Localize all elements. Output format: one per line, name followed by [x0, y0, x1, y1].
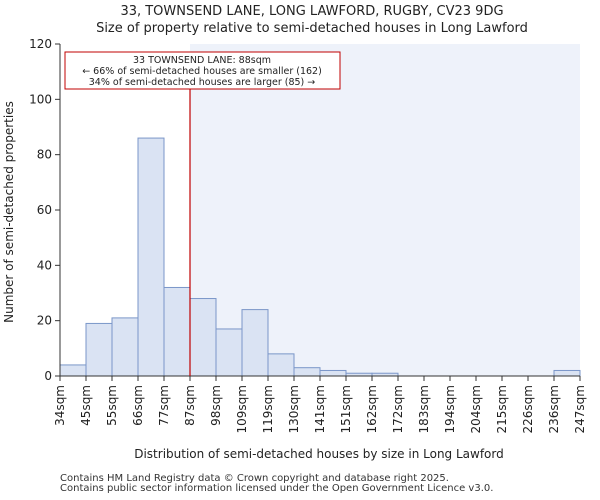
x-tick-label: 194sqm — [443, 385, 457, 433]
y-tick-label: 0 — [44, 369, 52, 383]
x-tick-label: 34sqm — [53, 385, 67, 426]
y-tick-label: 20 — [37, 314, 52, 328]
x-axis: 34sqm 45sqm 55sqm 66sqm 77sqm 87sqm 98sqm 109sq… — [53, 376, 587, 433]
x-tick-label: 172sqm — [391, 385, 405, 433]
y-tick-label: 100 — [29, 92, 52, 106]
x-tick-label: 141sqm — [313, 385, 327, 433]
bar-98sqm — [215, 328, 243, 377]
y-tick-label: 80 — [37, 148, 52, 162]
annotation-line-2: ← 66% of semi-detached houses are smalle… — [82, 66, 322, 77]
footer-line-1: Contains HM Land Registry data © Crown c… — [60, 473, 449, 484]
x-tick-label: 151sqm — [339, 385, 353, 433]
x-tick-label: 204sqm — [469, 385, 483, 433]
bar-45sqm — [85, 322, 113, 377]
bars — [59, 137, 581, 377]
chart: 33, TOWNSEND LANE, LONG LAWFORD, RUGBY, … — [2, 4, 587, 461]
y-tick-label: 60 — [37, 203, 52, 217]
x-axis-label: Distribution of semi-detached houses by … — [134, 447, 504, 461]
bar-77sqm — [163, 286, 191, 377]
annotation-box: 33 TOWNSEND LANE: 88sqm ← 66% of semi-de… — [64, 51, 341, 90]
x-tick-label: 162sqm — [365, 385, 379, 433]
x-tick-label: 66sqm — [131, 385, 145, 426]
x-tick-label: 130sqm — [287, 385, 301, 433]
x-tick-label: 215sqm — [495, 385, 509, 433]
x-tick-label: 236sqm — [547, 385, 561, 433]
x-tick-label: 77sqm — [157, 385, 171, 426]
bar-87sqm — [189, 298, 217, 377]
y-axis: 0 20 40 60 80 100 120 — [29, 37, 60, 383]
annotation-line-1: 33 TOWNSEND LANE: 88sqm — [133, 55, 271, 66]
bar-109sqm — [241, 309, 269, 377]
bar-236sqm — [553, 369, 581, 377]
x-tick-label: 98sqm — [209, 385, 223, 426]
chart-title: 33, TOWNSEND LANE, LONG LAWFORD, RUGBY, … — [120, 4, 503, 19]
y-tick-label: 120 — [29, 37, 52, 51]
bar-119sqm — [267, 353, 295, 377]
bar-141sqm — [319, 369, 347, 377]
bar-55sqm — [111, 317, 139, 377]
x-tick-label: 247sqm — [573, 385, 587, 433]
x-tick-label: 183sqm — [417, 385, 431, 433]
footer-line-2: Contains public sector information licen… — [60, 483, 494, 494]
x-tick-label: 87sqm — [183, 385, 197, 426]
y-tick-label: 40 — [37, 258, 52, 272]
x-tick-label: 55sqm — [105, 385, 119, 426]
bar-34sqm — [59, 364, 87, 377]
x-tick-label: 45sqm — [79, 385, 93, 426]
y-axis-label: Number of semi-detached properties — [2, 101, 16, 323]
x-tick-label: 109sqm — [235, 385, 249, 433]
x-tick-label: 119sqm — [261, 385, 275, 433]
chart-subtitle: Size of property relative to semi-detach… — [96, 21, 528, 36]
annotation-line-3: 34% of semi-detached houses are larger (… — [89, 77, 316, 88]
x-tick-label: 226sqm — [521, 385, 535, 433]
bar-66sqm — [137, 137, 165, 377]
bar-130sqm — [293, 367, 321, 377]
